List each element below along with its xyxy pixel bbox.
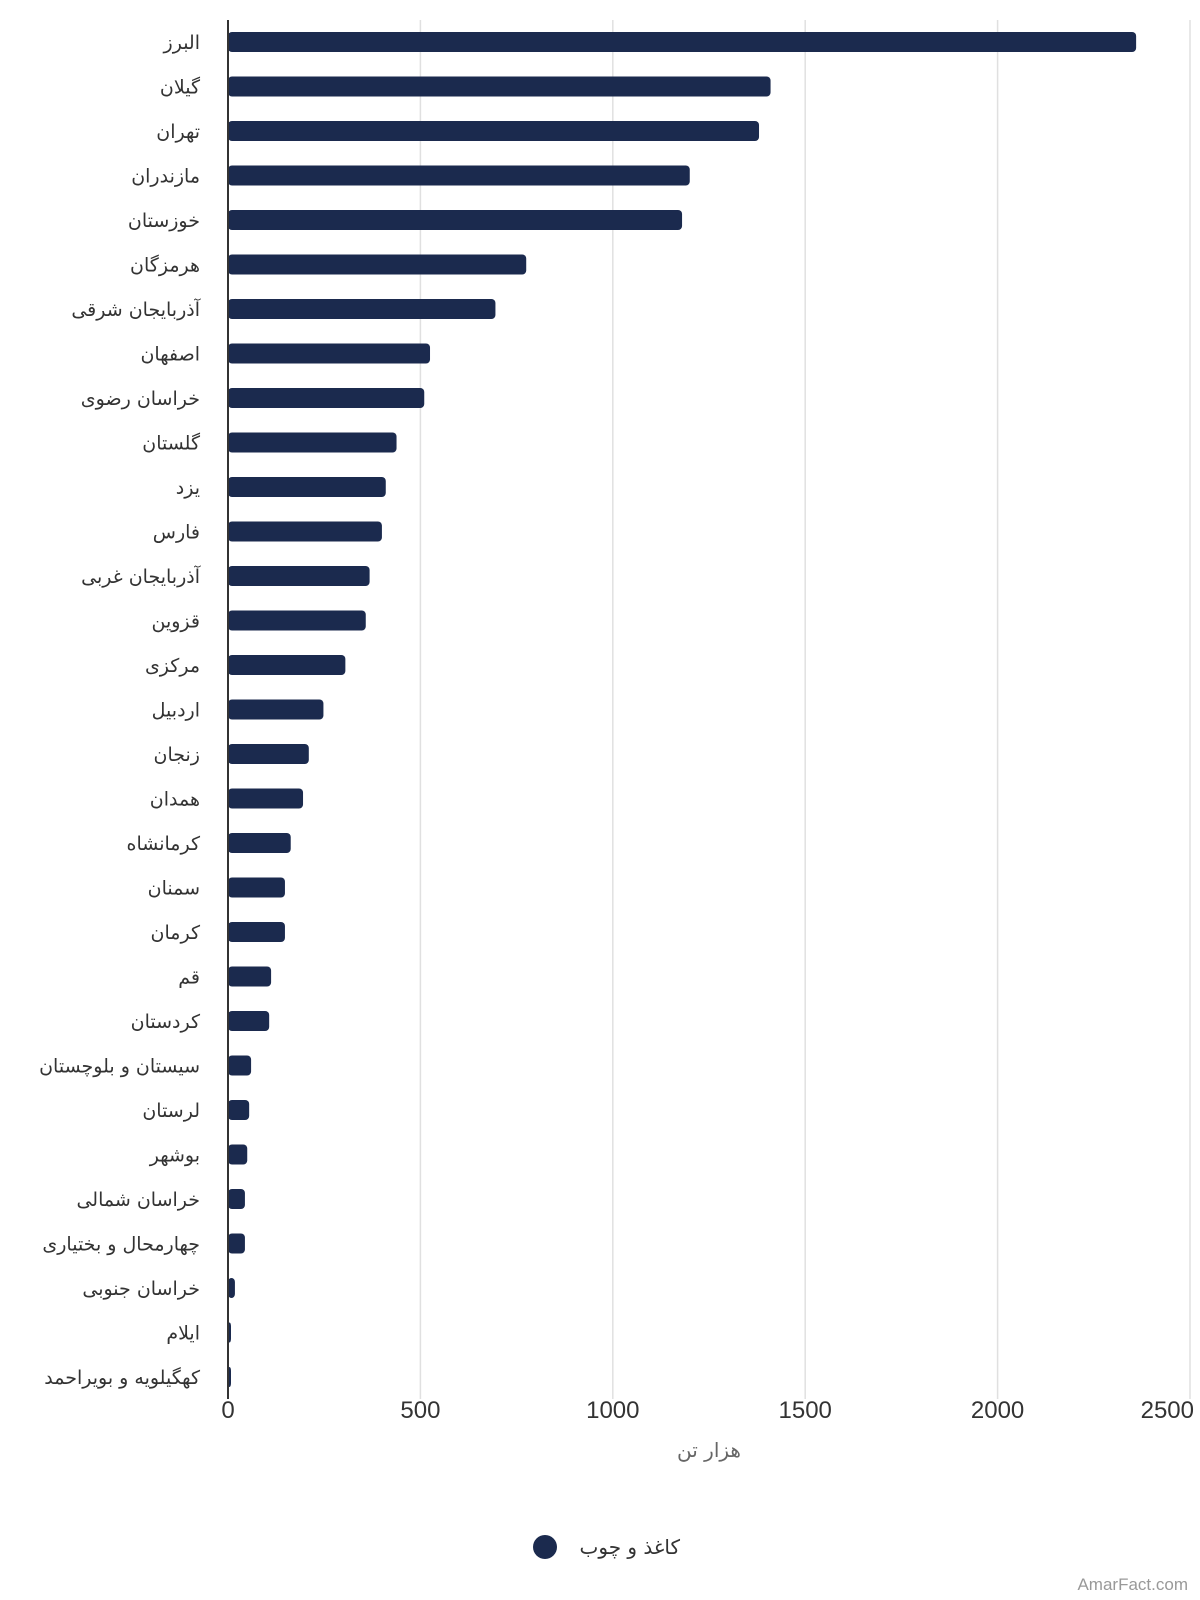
x-tick-label: 500	[400, 1397, 440, 1424]
bar[interactable]	[228, 1011, 270, 1031]
category-label: یزد	[176, 477, 200, 499]
category-label: سمنان	[148, 878, 200, 900]
category-label: همدان	[150, 789, 200, 811]
category-label: البرز	[163, 32, 200, 54]
category-label: فارس	[153, 522, 200, 544]
category-label: چهارمحال و بختیاری	[42, 1234, 200, 1256]
bar[interactable]	[228, 299, 496, 319]
bar[interactable]	[228, 699, 324, 720]
x-tick-label: 1000	[586, 1397, 639, 1424]
category-label: زنجان	[154, 744, 200, 766]
bar[interactable]	[228, 1144, 248, 1165]
bar[interactable]	[228, 388, 425, 408]
bar[interactable]	[228, 76, 771, 97]
bar[interactable]	[228, 521, 382, 542]
legend-label: کاغذ و چوب	[580, 1535, 681, 1559]
bar[interactable]	[228, 165, 690, 186]
category-label: کرمان	[151, 922, 201, 944]
bar[interactable]	[228, 922, 285, 942]
category-label: خراسان رضوی	[81, 388, 200, 410]
category-label: آذربایجان شرقی	[71, 297, 200, 321]
category-label: لرستان	[142, 1100, 200, 1122]
bar[interactable]	[228, 432, 397, 453]
category-label: هرمزگان	[130, 254, 200, 277]
bars	[228, 32, 1137, 1387]
legend[interactable]: کاغذ و چوب	[533, 1535, 680, 1559]
category-labels: البرز گیلان تهران مازندران خوزستان هرمزگان آذر…	[39, 32, 201, 1389]
bar[interactable]	[228, 744, 309, 764]
category-label: خراسان شمالی	[76, 1189, 200, 1211]
bar[interactable]	[228, 210, 683, 230]
x-tick-label: 1500	[779, 1397, 832, 1424]
category-label: خراسان جنوبی	[82, 1278, 200, 1300]
category-label: قم	[178, 967, 200, 989]
bar[interactable]	[228, 477, 386, 497]
category-label: مرکزی	[145, 655, 200, 677]
bar[interactable]	[228, 1055, 252, 1076]
category-label: اصفهان	[140, 344, 200, 366]
bar[interactable]	[228, 121, 760, 141]
category-label: کهگیلویه و بویراحمد	[44, 1366, 201, 1389]
bar[interactable]	[228, 966, 272, 987]
x-tick-label: 2500	[1141, 1397, 1194, 1424]
bar[interactable]	[228, 1233, 245, 1254]
bar[interactable]	[228, 566, 370, 586]
credit-link[interactable]: AmarFact.com	[1077, 1575, 1188, 1594]
x-tick-label: 0	[221, 1397, 234, 1424]
category-label: گیلان	[160, 76, 201, 99]
bar[interactable]	[228, 877, 285, 898]
category-label: آذربایجان غربی	[81, 564, 201, 588]
bar[interactable]	[228, 833, 291, 853]
bar[interactable]	[228, 254, 527, 275]
bar[interactable]	[228, 610, 366, 631]
bar[interactable]	[228, 1278, 235, 1298]
x-axis-title: هزار تن	[677, 1438, 741, 1462]
category-label: اردبیل	[152, 700, 200, 722]
bar[interactable]	[228, 788, 304, 809]
bar[interactable]	[228, 343, 431, 364]
bar[interactable]	[228, 655, 346, 675]
category-label: کردستان	[131, 1011, 201, 1033]
legend-marker	[533, 1535, 557, 1559]
category-label: مازندران	[131, 166, 200, 188]
category-label: ایلام	[166, 1323, 200, 1345]
category-label: بوشهر	[149, 1145, 200, 1167]
category-label: سیستان و بلوچستان	[39, 1056, 200, 1078]
category-label: گلستان	[142, 432, 201, 455]
category-label: تهران	[156, 121, 200, 143]
x-tick-labels: 0 500 1000 1500 2000 2500	[221, 1397, 1194, 1424]
bar[interactable]	[228, 32, 1137, 52]
category-label: کرمانشاه	[127, 833, 201, 855]
category-label: قزوین	[152, 611, 201, 633]
category-label: خوزستان	[128, 210, 200, 232]
bar[interactable]	[228, 1100, 250, 1120]
gridlines	[419, 20, 1191, 1399]
bar[interactable]	[228, 1189, 245, 1209]
x-tick-label: 2000	[971, 1397, 1024, 1424]
